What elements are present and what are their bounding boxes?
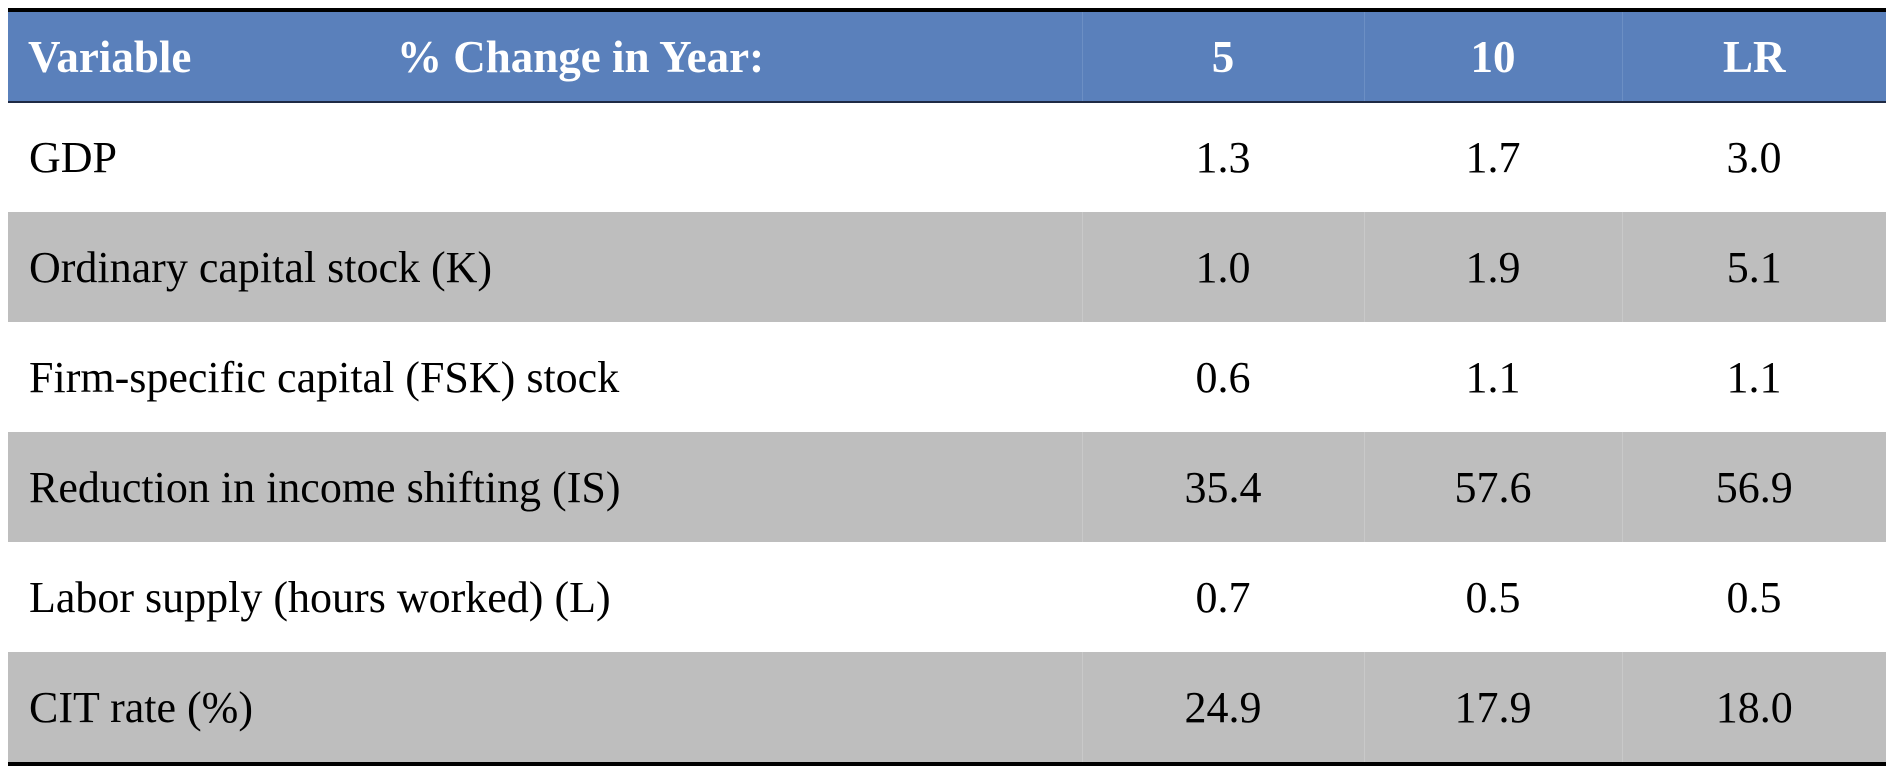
cell-long-run: 18.0 [1621, 652, 1886, 762]
table-row: Ordinary capital stock (K) 1.0 1.9 5.1 [8, 212, 1886, 322]
cell-year-5: 24.9 [1081, 652, 1364, 762]
cell-year-5: 0.7 [1195, 572, 1251, 622]
cell-year-5: 35.4 [1081, 432, 1364, 542]
results-table-container: Variable % Change in Year: 5 10 LR GDP 1… [8, 8, 1886, 766]
cell-long-run: 5.1 [1621, 212, 1886, 322]
cell-year-10: 57.6 [1363, 432, 1622, 542]
row-label: Labor supply (hours worked) (L) [29, 572, 611, 622]
cell-year-10: 1.7 [1465, 133, 1521, 182]
header-row: Variable % Change in Year: 5 10 LR [8, 12, 1886, 103]
cell-year-10: 17.9 [1363, 652, 1622, 762]
cell-long-run: 3.0 [1726, 133, 1782, 182]
table-row: Reduction in income shifting (IS) 35.4 5… [8, 432, 1886, 542]
table-row: GDP 1.3 1.7 3.0 [8, 102, 1886, 212]
row-label: Reduction in income shifting (IS) [29, 462, 621, 512]
cell-long-run: 1.1 [1726, 352, 1782, 402]
cell-long-run: 0.5 [1726, 572, 1782, 622]
table-row: Firm-specific capital (FSK) stock 0.6 1.… [8, 322, 1886, 432]
cell-year-10: 1.9 [1363, 212, 1622, 322]
row-label: Firm-specific capital (FSK) stock [29, 352, 620, 402]
row-label: Ordinary capital stock (K) [29, 242, 493, 292]
header-variable-cell: Variable % Change in Year: [8, 12, 1082, 103]
cell-year-10: 0.5 [1465, 572, 1521, 622]
table-row: Labor supply (hours worked) (L) 0.7 0.5 … [8, 542, 1886, 652]
results-table: Variable % Change in Year: 5 10 LR GDP 1… [8, 12, 1886, 762]
row-label: CIT rate (%) [29, 682, 253, 732]
header-change-in-year: % Change in Year: [397, 31, 765, 82]
table-body: GDP 1.3 1.7 3.0 Ordinary capital stock (… [8, 102, 1886, 762]
row-label: GDP [29, 133, 118, 182]
table-row: CIT rate (%) 24.9 17.9 18.0 [8, 652, 1886, 762]
header-variable: Variable [28, 31, 192, 82]
header-long-run: LR [1621, 12, 1886, 103]
cell-year-5: 1.3 [1195, 133, 1251, 182]
table-header: Variable % Change in Year: 5 10 LR [8, 12, 1886, 103]
header-year-10: 10 [1363, 12, 1622, 103]
cell-year-5: 1.0 [1081, 212, 1364, 322]
header-year-5: 5 [1081, 12, 1364, 103]
cell-long-run: 56.9 [1621, 432, 1886, 542]
cell-year-10: 1.1 [1465, 352, 1521, 402]
cell-year-5: 0.6 [1195, 352, 1251, 402]
